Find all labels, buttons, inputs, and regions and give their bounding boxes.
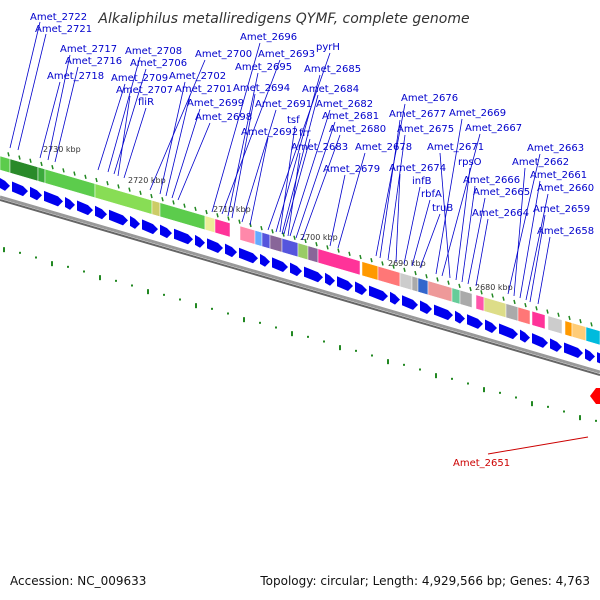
gene-label[interactable]: Amet_2700 — [195, 49, 252, 60]
gene-label[interactable]: pyrH — [316, 42, 340, 53]
gene-label[interactable]: Amet_2717 — [60, 44, 117, 55]
highlighted-gene: Amet_2651 — [453, 388, 600, 469]
feature-band — [0, 155, 600, 346]
gene-label[interactable]: Amet_2677 — [389, 109, 446, 120]
gene-label[interactable]: Amet_2683 — [291, 142, 348, 153]
gene-label[interactable]: Amet_2702 — [169, 71, 226, 82]
gene-label[interactable]: Amet_2708 — [125, 46, 182, 57]
gene-label[interactable]: Amet_2684 — [302, 84, 359, 95]
gene-label[interactable]: frr — [299, 128, 311, 139]
tick-label: 2700 kbp — [300, 233, 338, 242]
gene-label[interactable]: Amet_2722 — [30, 12, 87, 23]
gene-label[interactable]: Amet_2667 — [465, 123, 522, 134]
gene-label[interactable]: Amet_2680 — [329, 124, 386, 135]
gene-label[interactable]: Amet_2662 — [512, 157, 569, 168]
gene-label[interactable]: Amet_2671 — [427, 142, 484, 153]
gene-label[interactable]: Amet_2669 — [449, 108, 506, 119]
label-leader-lines — [9, 21, 551, 305]
gene-label[interactable]: tsf — [287, 115, 300, 126]
accession-text: Accession: NC_009633 — [10, 574, 147, 588]
gene-label[interactable]: Amet_2665 — [473, 187, 530, 198]
gene-label[interactable]: Amet_2694 — [233, 83, 290, 94]
gene-labels: Amet_2722 Amet_2721 Amet_2717 Amet_2716 … — [30, 12, 594, 237]
gene-label[interactable]: infB — [412, 176, 432, 187]
gene-arrows — [0, 178, 600, 364]
gene-label[interactable]: Amet_2698 — [195, 112, 252, 123]
gene-label[interactable]: Amet_2658 — [537, 226, 594, 237]
tick-labels: 2730 kbp 2720 kbp 2710 kbp 2700 kbp 2690… — [43, 145, 513, 292]
tick-label: 2680 kbp — [475, 283, 513, 292]
tick-label: 2690 kbp — [388, 259, 426, 268]
gene-label[interactable]: Amet_2701 — [175, 84, 232, 95]
gene-label[interactable]: Amet_2692 — [241, 127, 298, 138]
gene-label[interactable]: Amet_2716 — [65, 56, 122, 67]
gene-label[interactable]: Amet_2679 — [323, 164, 380, 175]
gene-label[interactable]: Amet_2676 — [401, 93, 458, 104]
gene-label[interactable]: truB — [432, 203, 453, 214]
gene-label[interactable]: Amet_2674 — [389, 163, 446, 174]
gene-label[interactable]: Amet_2685 — [304, 64, 361, 75]
gene-label[interactable]: rbfA — [421, 189, 442, 200]
tick-label: 2710 kbp — [213, 205, 251, 214]
gene-label[interactable]: Amet_2675 — [397, 124, 454, 135]
gene-label[interactable]: Amet_2707 — [116, 85, 173, 96]
gene-label[interactable]: Amet_2693 — [258, 49, 315, 60]
gene-label[interactable]: Amet_2661 — [530, 170, 587, 181]
tick-label: 2730 kbp — [43, 145, 81, 154]
gene-label[interactable]: Amet_2664 — [472, 208, 529, 219]
gene-label[interactable]: Amet_2696 — [240, 32, 297, 43]
gene-label[interactable]: Amet_2721 — [35, 24, 92, 35]
gene-label[interactable]: Amet_2709 — [111, 73, 168, 84]
gene-label[interactable]: Amet_2682 — [316, 99, 373, 110]
gene-label[interactable]: Amet_2678 — [355, 142, 412, 153]
gene-label[interactable]: Amet_2659 — [533, 204, 590, 215]
gene-label[interactable]: rpsO — [458, 157, 482, 168]
topology-text: Topology: circular; Length: 4,929,566 bp… — [260, 574, 590, 588]
gene-label[interactable]: Amet_2660 — [537, 183, 594, 194]
gene-label[interactable]: Amet_2691 — [255, 99, 312, 110]
gene-label[interactable]: Amet_2699 — [187, 98, 244, 109]
tick-label: 2720 kbp — [128, 176, 166, 185]
gene-label[interactable]: Amet_2718 — [47, 71, 104, 82]
gene-label[interactable]: fliR — [138, 97, 154, 108]
gene-label[interactable]: Amet_2681 — [322, 111, 379, 122]
map-title: Alkaliphilus metalliredigens QYMF, compl… — [97, 11, 469, 27]
gene-label[interactable]: Amet_2706 — [130, 58, 187, 69]
backbone — [0, 195, 600, 376]
highlight-gene-label[interactable]: Amet_2651 — [453, 458, 510, 469]
highlight-marker[interactable] — [590, 388, 600, 404]
gene-label[interactable]: Amet_2663 — [527, 143, 584, 154]
gene-label[interactable]: Amet_2695 — [235, 62, 292, 73]
gene-label[interactable]: Amet_2666 — [463, 175, 520, 186]
